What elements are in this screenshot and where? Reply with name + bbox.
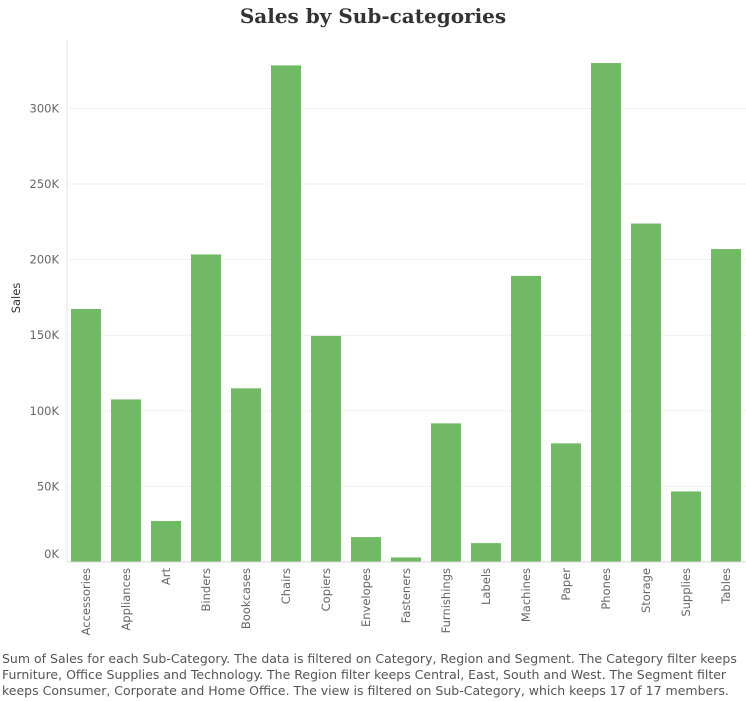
bar-envelopes[interactable] (351, 537, 381, 562)
x-tick-label: Binders (199, 568, 213, 611)
y-tick-label: 300K (30, 101, 60, 115)
x-tick-label: Bookcases (239, 568, 253, 629)
x-tick-label: Storage (639, 568, 653, 613)
x-tick-label: Accessories (79, 568, 93, 635)
bar-phones[interactable] (591, 63, 621, 562)
bar-chairs[interactable] (271, 65, 301, 563)
y-tick-label: 50K (37, 479, 60, 493)
x-tick-label: Furnishings (439, 568, 453, 633)
bar-furnishings[interactable] (431, 423, 461, 562)
bar-appliances[interactable] (111, 399, 141, 562)
x-tick-label: Fasteners (399, 568, 413, 623)
bar-binders[interactable] (191, 254, 221, 562)
bar-storage[interactable] (631, 223, 661, 563)
bar-copiers[interactable] (311, 335, 341, 562)
bars (71, 63, 741, 563)
x-tick-label: Labels (479, 568, 493, 605)
bar-labels[interactable] (471, 543, 501, 562)
y-tick-label: 250K (30, 177, 60, 191)
x-tick-label: Art (159, 568, 173, 586)
y-tick-label: 150K (30, 328, 60, 342)
x-tick-label: Chairs (279, 568, 293, 604)
y-tick-label: 0K (44, 547, 59, 561)
x-tick-label: Copiers (319, 568, 333, 611)
x-tick-label: Tables (719, 568, 733, 605)
chart-title: Sales by Sub-categories (239, 4, 507, 28)
bar-chart: 0K 50K 100K 150K 200K 250K 300K Accessories App… (9, 40, 746, 636)
y-tick-label: 200K (30, 253, 60, 267)
x-axis-ticks: Accessories Appliances Art Binders Bookcases… (79, 568, 733, 636)
y-tick-label: 100K (30, 404, 60, 418)
x-tick-label: Envelopes (359, 568, 373, 627)
y-axis-title: Sales (9, 283, 23, 314)
x-tick-label: Appliances (119, 568, 133, 631)
x-tick-label: Phones (599, 568, 613, 610)
x-tick-label: Paper (559, 568, 573, 601)
bar-supplies[interactable] (671, 491, 701, 562)
bar-art[interactable] (151, 520, 181, 562)
bar-tables[interactable] (711, 249, 741, 562)
bar-accessories[interactable] (71, 308, 101, 562)
x-tick-label: Machines (519, 568, 533, 622)
bar-bookcases[interactable] (231, 388, 261, 562)
x-tick-label: Supplies (679, 568, 693, 617)
bar-machines[interactable] (511, 275, 541, 562)
chart-caption: Sum of Sales for each Sub-Category. The … (2, 651, 737, 698)
bar-fasteners[interactable] (391, 557, 421, 562)
y-axis-ticks: 0K 50K 100K 150K 200K 250K 300K (30, 101, 60, 561)
gridlines (67, 107, 746, 487)
bar-paper[interactable] (551, 443, 581, 562)
